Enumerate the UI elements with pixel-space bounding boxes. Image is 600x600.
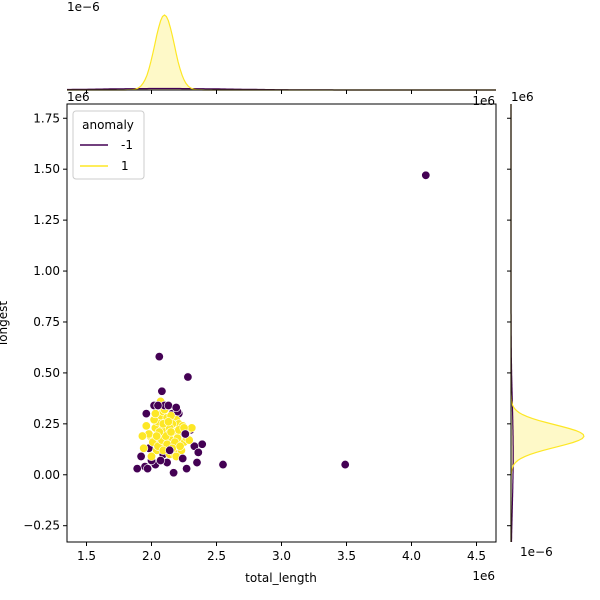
point-anomaly-1 <box>141 421 151 431</box>
y-tick-label: 0.50 <box>33 366 60 380</box>
y-axis-label: longest <box>0 301 10 346</box>
point-anomaly-minus1 <box>169 468 179 478</box>
y-tick-label: 1.75 <box>33 111 60 125</box>
scatter-points <box>132 170 431 478</box>
top-marginal-right-offset-text: 1e6 <box>472 94 495 108</box>
point-anomaly-minus1 <box>141 409 151 419</box>
point-anomaly-1 <box>163 417 173 427</box>
point-anomaly-1 <box>147 451 157 461</box>
point-anomaly-minus1 <box>192 458 202 468</box>
right-marginal-ticks <box>507 117 511 527</box>
point-anomaly-minus1 <box>183 372 193 382</box>
x-tick-label: 2.5 <box>207 549 226 563</box>
y-tick-label: 1.00 <box>33 264 60 278</box>
point-anomaly-1 <box>152 431 162 441</box>
y-tick-label: 1.50 <box>33 162 60 176</box>
scatter-panel: 1.5 2.0 2.5 3.0 3.5 4.0 4.5 −0.25 0.00 0.25 0.50 0… <box>0 90 497 585</box>
point-anomaly-1 <box>139 443 149 453</box>
x-tick-label: 4.0 <box>402 549 421 563</box>
point-anomaly-minus1 <box>197 439 207 449</box>
x-axis-label: total_length <box>245 571 317 585</box>
legend-title: anomaly <box>82 118 134 132</box>
top-marginal-offset-text: 1e−6 <box>67 0 100 14</box>
x-tick-label: 1.5 <box>77 549 96 563</box>
point-anomaly-minus1 <box>182 464 192 474</box>
point-anomaly-minus1 <box>180 429 190 439</box>
point-anomaly-minus1 <box>218 460 228 470</box>
right-marginal-offset-text: 1e−6 <box>520 545 553 559</box>
legend-label-minus1: -1 <box>121 138 133 152</box>
point-anomaly-minus1 <box>157 386 167 396</box>
x-tick-label: 4.5 <box>467 549 486 563</box>
y-tick-label: 0.00 <box>33 468 60 482</box>
legend-box <box>72 110 145 180</box>
y-axis-ticks: −0.25 0.00 0.25 0.50 0.75 1.00 1.25 1.50 1.75 <box>23 111 67 533</box>
point-anomaly-minus1 <box>132 464 142 474</box>
point-anomaly-minus1 <box>421 170 431 180</box>
top-marginal-ticks <box>86 90 477 94</box>
point-anomaly-minus1 <box>154 352 164 362</box>
point-anomaly-minus1 <box>136 451 146 461</box>
x-axis-offset-text: 1e6 <box>472 569 495 583</box>
point-anomaly-1 <box>150 409 160 419</box>
point-anomaly-minus1 <box>340 460 350 470</box>
point-anomaly-minus1 <box>165 445 175 455</box>
y-tick-label: 1.25 <box>33 213 60 227</box>
point-anomaly-1 <box>166 427 176 437</box>
point-anomaly-minus1 <box>153 401 163 411</box>
point-anomaly-1 <box>175 441 185 451</box>
point-anomaly-minus1 <box>178 453 188 463</box>
point-anomaly-1 <box>137 431 147 441</box>
right-marginal-density-line-1 <box>510 104 585 542</box>
y-tick-label: 0.75 <box>33 315 60 329</box>
y-tick-label: 0.25 <box>33 417 60 431</box>
x-tick-label: 3.5 <box>337 549 356 563</box>
legend: anomaly -1 1 <box>72 110 145 180</box>
point-anomaly-1 <box>187 423 197 433</box>
right-marginal-density-fill-1 <box>511 104 584 542</box>
right-marginal-top-offset-text: 1e6 <box>511 90 534 104</box>
y-tick-label: −0.25 <box>23 519 60 533</box>
point-anomaly-minus1 <box>163 401 173 411</box>
top-marginal-density-fill-1 <box>67 15 496 90</box>
right-marginal-density: 1e6 1e−6 <box>507 90 585 559</box>
point-anomaly-minus1 <box>156 456 166 466</box>
point-anomaly-minus1 <box>171 403 181 413</box>
point-anomaly-minus1 <box>193 447 203 457</box>
top-marginal-density: 1e−6 <box>67 0 496 94</box>
top-marginal-density-line-1 <box>67 14 496 91</box>
legend-label-1: 1 <box>121 159 129 173</box>
y-axis-offset-text: 1e6 <box>67 90 90 104</box>
x-axis-ticks: 1.5 2.0 2.5 3.0 3.5 4.0 4.5 <box>77 542 486 563</box>
point-anomaly-minus1 <box>143 464 153 474</box>
x-tick-label: 3.0 <box>272 549 291 563</box>
x-tick-label: 2.0 <box>142 549 161 563</box>
